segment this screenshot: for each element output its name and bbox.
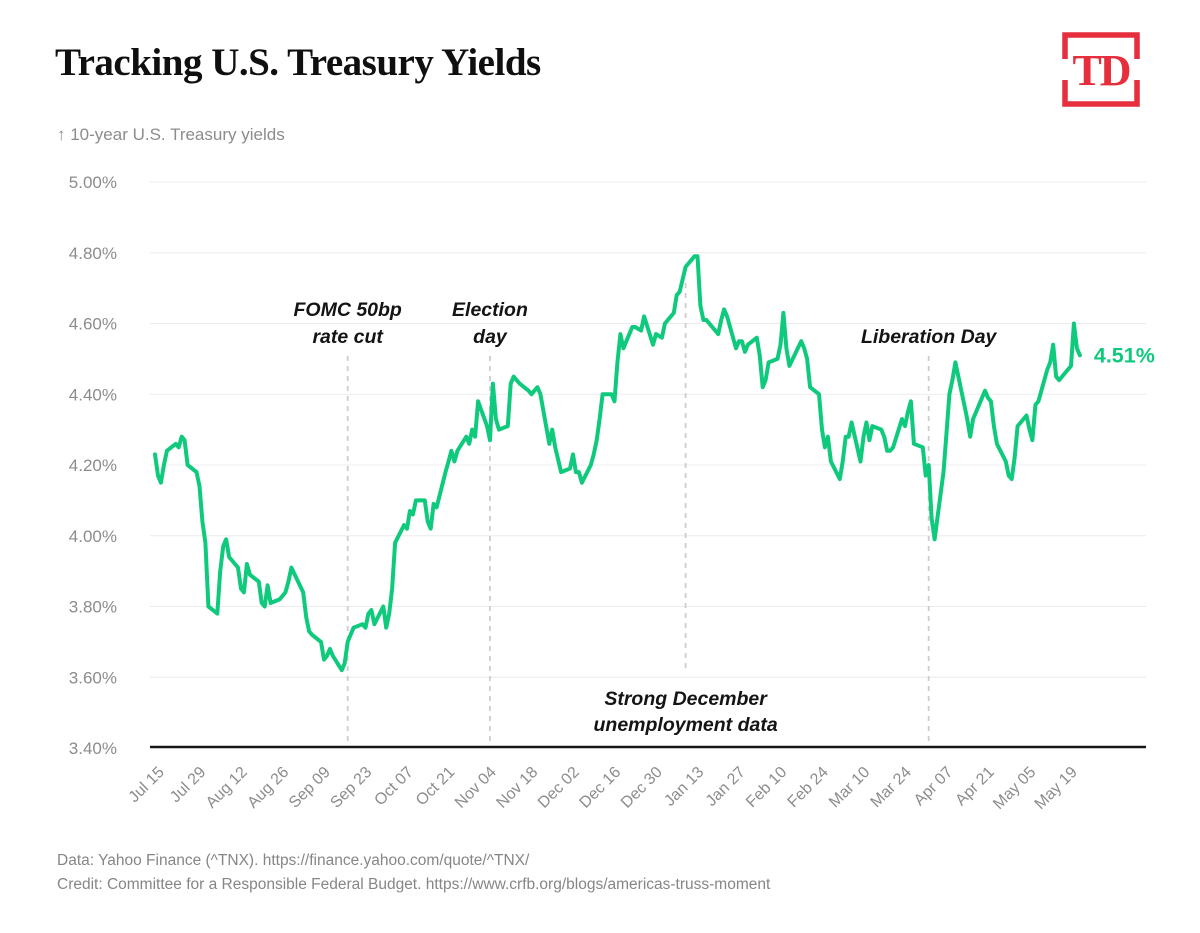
y-axis-label: 4.20% [69, 456, 117, 475]
annotation-text: Election [452, 299, 528, 321]
x-axis-label: Aug 12 [203, 764, 251, 812]
x-axis-label: Jan 27 [703, 764, 749, 810]
y-axis-label: 3.40% [69, 739, 117, 758]
annotation-text: Strong December [604, 688, 768, 710]
last-value-label: 4.51% [1094, 343, 1155, 367]
x-axis-label: Oct 07 [371, 764, 416, 809]
x-axis-label: Nov 04 [452, 764, 500, 812]
footer-credit: Credit: Committee for a Responsible Fede… [57, 876, 771, 893]
x-axis-label: Sep 09 [286, 764, 334, 812]
y-axis-label: 4.60% [69, 315, 117, 334]
y-axis-label: 5.00% [69, 173, 117, 192]
x-axis-label: Mar 24 [868, 764, 915, 811]
y-axis-label: 4.00% [69, 527, 117, 546]
td-logo: TD [1062, 32, 1140, 107]
x-axis-label: Apr 07 [911, 764, 956, 809]
x-axis-label: Jan 13 [661, 764, 707, 810]
x-axis-label: Nov 18 [493, 764, 541, 812]
x-axis-label: Aug 26 [244, 764, 292, 812]
x-axis-label: Sep 23 [327, 764, 375, 812]
td-logo-frame-icon [1062, 32, 1140, 107]
annotation-text: rate cut [312, 326, 384, 348]
y-axis-label: 4.80% [69, 244, 117, 263]
footer-data-source: Data: Yahoo Finance (^TNX). https://fina… [57, 852, 530, 869]
x-axis-label: Feb 24 [785, 764, 832, 811]
td-logo-text: TD [1072, 46, 1131, 95]
chart-subtitle: ↑ 10-year U.S. Treasury yields [57, 125, 285, 144]
x-axis-label: Dec 16 [576, 764, 624, 812]
yield-line [153, 254, 1082, 673]
x-axis-label: Jul 15 [126, 764, 168, 806]
x-axis-label: Dec 30 [618, 764, 666, 812]
annotation-text: unemployment data [594, 714, 778, 736]
annotation-text: day [473, 326, 508, 348]
page-title: Tracking U.S. Treasury Yields [55, 41, 541, 84]
annotation-text: Liberation Day [861, 326, 998, 348]
annotation-text: FOMC 50bp [294, 299, 402, 321]
y-axis-label: 4.40% [69, 385, 117, 404]
x-axis-label: Mar 10 [826, 764, 873, 811]
x-axis-label: May 05 [990, 764, 1039, 813]
chart-footer: Data: Yahoo Finance (^TNX). https://fina… [57, 849, 770, 897]
y-axis-label: 3.60% [69, 668, 117, 687]
x-axis-label: Feb 10 [743, 764, 790, 811]
y-axis-label: 3.80% [69, 598, 117, 617]
x-axis-label: Oct 21 [413, 764, 458, 809]
x-axis-label: May 19 [1032, 764, 1081, 813]
x-axis-label: Dec 02 [535, 764, 583, 812]
